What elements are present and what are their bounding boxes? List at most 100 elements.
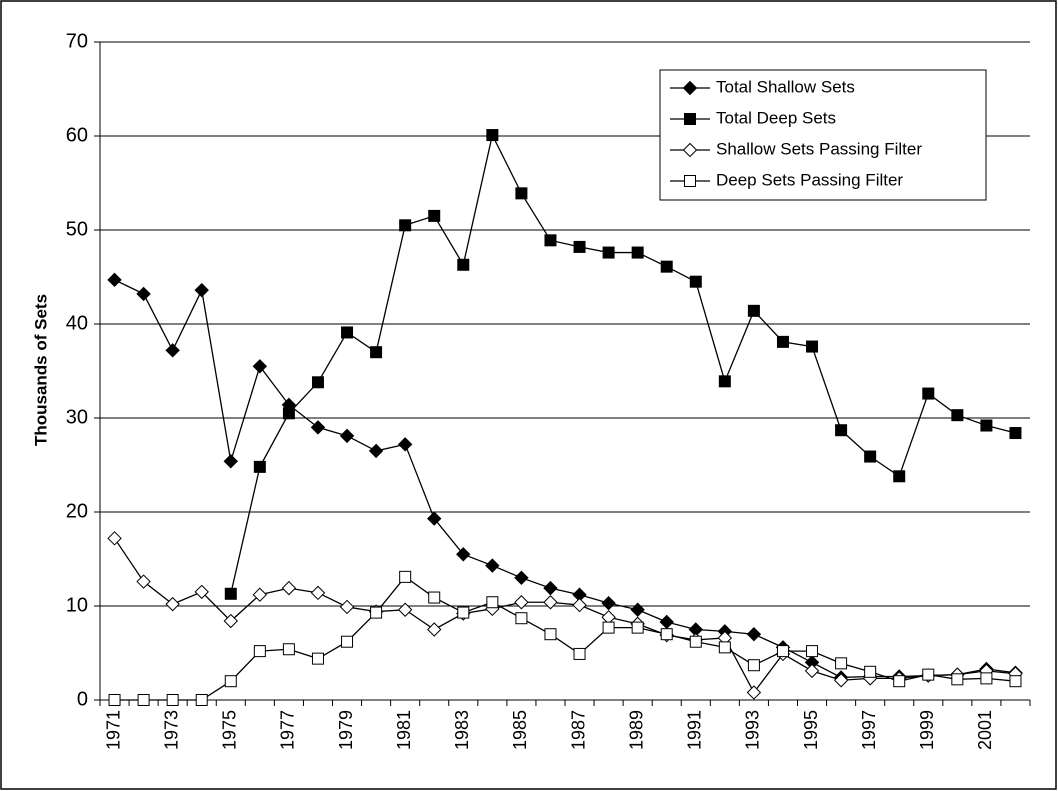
marker xyxy=(224,675,237,688)
marker xyxy=(368,443,384,459)
marker xyxy=(224,587,237,600)
marker xyxy=(631,621,644,634)
marker xyxy=(281,580,297,596)
marker xyxy=(514,595,529,610)
marker xyxy=(310,420,326,435)
x-tick-label: 1987 xyxy=(568,710,588,750)
y-tick-label: 20 xyxy=(66,500,88,522)
marker xyxy=(835,424,848,437)
y-tick-label: 30 xyxy=(66,406,88,428)
marker xyxy=(427,622,442,637)
marker xyxy=(223,613,238,629)
marker xyxy=(980,419,993,432)
marker xyxy=(864,665,877,678)
marker xyxy=(485,558,500,573)
marker xyxy=(223,454,238,469)
marker xyxy=(252,359,268,374)
marker xyxy=(253,460,266,473)
marker xyxy=(341,635,354,648)
marker xyxy=(282,407,295,420)
y-tick-label: 50 xyxy=(66,218,88,240)
marker xyxy=(689,275,702,288)
legend-box xyxy=(659,69,987,201)
x-tick-label: 1985 xyxy=(510,710,530,750)
x-tick-label: 1981 xyxy=(394,710,414,750)
legend-label: Deep Sets Passing Filter xyxy=(716,170,903,189)
marker xyxy=(427,511,442,526)
marker xyxy=(1009,675,1022,688)
marker xyxy=(397,602,413,617)
marker xyxy=(543,580,558,596)
marker xyxy=(573,240,586,253)
marker xyxy=(893,470,906,483)
marker xyxy=(718,375,731,388)
marker xyxy=(136,574,151,589)
marker xyxy=(195,694,208,706)
marker xyxy=(833,673,849,688)
marker xyxy=(806,340,819,353)
marker xyxy=(893,675,906,688)
marker xyxy=(397,437,413,452)
marker xyxy=(630,602,645,617)
x-tick-label: 1993 xyxy=(743,710,763,750)
y-tick-label: 70 xyxy=(66,30,88,52)
y-tick-label: 0 xyxy=(77,688,88,710)
marker xyxy=(746,626,762,642)
x-tick-label: 1979 xyxy=(336,710,356,750)
legend-marker xyxy=(684,113,696,125)
marker xyxy=(718,641,731,654)
marker xyxy=(252,587,268,602)
legend-marker xyxy=(682,80,698,96)
marker xyxy=(746,685,762,700)
x-tick-label: 1991 xyxy=(685,710,705,750)
marker xyxy=(980,672,993,685)
marker xyxy=(341,326,354,339)
marker xyxy=(311,376,324,389)
x-tick-label: 1983 xyxy=(452,710,472,750)
marker xyxy=(456,547,471,562)
marker xyxy=(747,659,760,672)
x-tick-label: 2001 xyxy=(975,710,995,750)
marker xyxy=(601,595,616,611)
legend-marker xyxy=(684,175,696,187)
marker xyxy=(602,621,615,634)
marker xyxy=(399,570,412,583)
marker xyxy=(951,673,964,686)
marker xyxy=(194,584,209,600)
marker xyxy=(689,635,702,648)
marker xyxy=(544,628,557,641)
marker xyxy=(572,597,587,613)
x-tick-label: 1971 xyxy=(103,710,123,750)
marker xyxy=(573,647,586,660)
legend-label: Total Deep Sets xyxy=(716,108,836,127)
marker xyxy=(951,409,964,422)
marker xyxy=(602,246,615,259)
legend: Total Shallow Sets Total Deep Sets Shallow… xyxy=(659,69,987,201)
marker xyxy=(864,450,877,463)
marker xyxy=(339,599,355,615)
marker xyxy=(253,645,266,658)
series-line xyxy=(230,133,1016,594)
marker xyxy=(428,591,441,604)
x-tick-label: 1997 xyxy=(859,710,879,750)
marker xyxy=(457,606,470,619)
y-axis-label: Thousands of Sets xyxy=(31,294,50,446)
marker xyxy=(370,346,383,359)
x-tick-label: 1975 xyxy=(220,710,240,750)
marker xyxy=(194,282,209,298)
x-tick-label: 1999 xyxy=(917,710,937,750)
marker xyxy=(310,585,326,601)
marker xyxy=(922,668,935,681)
x-tick-label: 1995 xyxy=(801,710,821,750)
marker xyxy=(282,643,295,656)
marker xyxy=(486,596,499,609)
marker xyxy=(514,570,529,586)
marker xyxy=(428,209,441,222)
marker xyxy=(776,335,789,348)
marker xyxy=(311,652,324,665)
marker xyxy=(806,645,819,658)
marker xyxy=(660,260,673,273)
marker xyxy=(107,531,122,546)
